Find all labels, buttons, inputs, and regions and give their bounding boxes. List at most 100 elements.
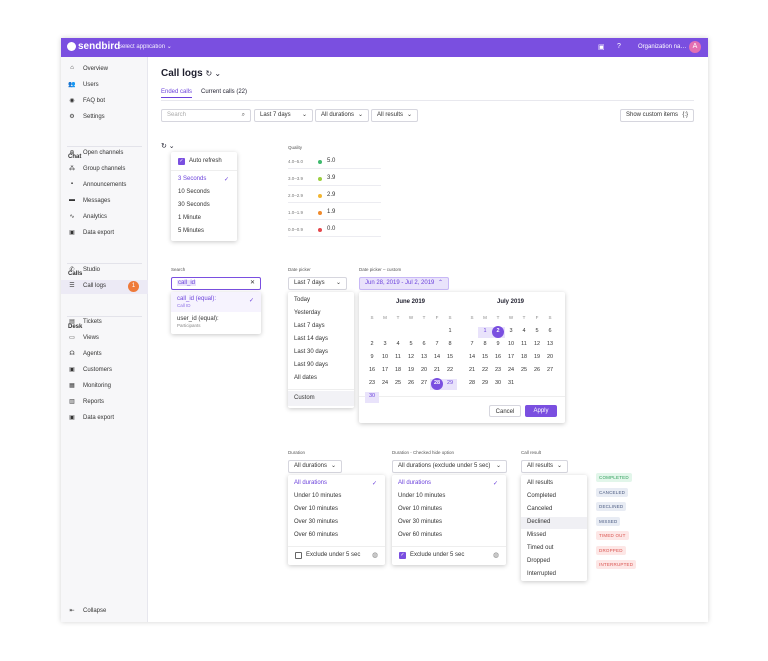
duration-option[interactable]: Over 30 minutes — [398, 519, 443, 525]
refresh-option[interactable]: 5 Minutes — [178, 228, 205, 234]
sidebar-item-monitoring[interactable]: ▦ Monitoring — [61, 380, 148, 394]
calendar-day[interactable]: 4 — [522, 328, 526, 334]
sidebar-item-users[interactable]: 👥 Users — [61, 79, 148, 93]
calendar-day[interactable]: 28 — [468, 380, 476, 386]
search-input[interactable]: Search ⌕ — [161, 109, 251, 122]
tab-ended-calls[interactable]: Ended calls — [161, 89, 193, 98]
organization-name[interactable]: Organization na… — [638, 44, 687, 50]
calendar-day[interactable]: 10 — [507, 341, 515, 347]
help-icon[interactable]: ? — [617, 43, 621, 50]
avatar[interactable]: A — [689, 41, 701, 53]
calendar-day[interactable]: 13 — [420, 354, 428, 360]
calendar-day[interactable]: 27 — [420, 380, 428, 386]
date-option[interactable]: Last 90 days — [294, 362, 329, 368]
duration-option[interactable]: Over 10 minutes — [294, 506, 339, 512]
sidebar-item-group-channels[interactable]: ⁂ Group channels — [61, 163, 148, 177]
duration-option[interactable]: Over 10 minutes — [398, 506, 443, 512]
calendar-day[interactable]: 14 — [468, 354, 476, 360]
calendar-day[interactable]: 10 — [381, 354, 389, 360]
date-option[interactable]: Last 30 days — [294, 349, 329, 355]
sidebar-item-faq-bot[interactable]: ◉ FAQ bot — [61, 95, 148, 109]
calendar-day[interactable]: 29 — [446, 380, 454, 386]
date-option[interactable]: All dates — [294, 375, 318, 381]
sidebar-item-data-export[interactable]: ▣ Data export — [61, 227, 148, 241]
duration-field[interactable]: All durations ⌄ — [288, 460, 342, 473]
result-option[interactable]: Declined — [527, 519, 551, 525]
sidebar-item-views[interactable]: ▭ Views — [61, 332, 148, 346]
calendar-day[interactable]: 25 — [520, 367, 528, 373]
duration-option[interactable]: All durations — [294, 480, 328, 486]
info-icon[interactable]: ◍ — [493, 552, 500, 559]
calendar-day[interactable]: 12 — [407, 354, 415, 360]
sidebar-item-call-logs[interactable]: ☰ Call logs 1 — [61, 280, 148, 294]
duration-option[interactable]: Over 60 minutes — [398, 532, 443, 538]
sidebar-item-settings[interactable]: ⚙ Settings — [61, 111, 148, 125]
calendar-day[interactable]: 8 — [448, 341, 452, 347]
calendar-day[interactable]: 27 — [546, 367, 554, 373]
calendar-day[interactable]: 15 — [481, 354, 489, 360]
sidebar-item-data-export[interactable]: ▣ Data export — [61, 412, 148, 426]
calendar-day[interactable]: 14 — [433, 354, 441, 360]
date-picker-field[interactable]: Last 7 days ⌄ — [288, 277, 347, 290]
date-option[interactable]: Yesterday — [294, 310, 321, 316]
tab-current-calls[interactable]: Current calls (22) — [201, 89, 248, 95]
result-option[interactable]: Completed — [527, 493, 557, 499]
calendar-day[interactable]: 19 — [533, 354, 541, 360]
calendar-day[interactable]: 20 — [420, 367, 428, 373]
calendar-day[interactable]: 16 — [494, 354, 502, 360]
calendar-day[interactable]: 2 — [496, 328, 500, 334]
calendar-day[interactable]: 7 — [470, 341, 474, 347]
suggestion-call-id[interactable]: call_id (equal): — [177, 296, 217, 302]
calendar-day[interactable]: 1 — [483, 328, 487, 334]
sidebar-item-agents[interactable]: ☊ Agents — [61, 348, 148, 362]
calendar-day[interactable]: 25 — [394, 380, 402, 386]
date-range-field[interactable]: Jun 28, 2019 - Jul 2, 2019 ⌃ — [359, 277, 449, 290]
calendar-day[interactable]: 6 — [422, 341, 426, 347]
refresh-option[interactable]: 10 Seconds — [178, 189, 210, 195]
duration-filter[interactable]: All durations ⌄ — [315, 109, 369, 122]
sidebar-item-reports[interactable]: ▥ Reports — [61, 396, 148, 410]
calendar-day[interactable]: 30 — [368, 393, 376, 399]
calendar-day[interactable]: 2 — [370, 341, 374, 347]
result-option[interactable]: Missed — [527, 532, 547, 538]
date-option[interactable]: Custom — [294, 395, 315, 401]
calendar-day[interactable]: 17 — [381, 367, 389, 373]
result-filter[interactable]: All results ⌄ — [371, 109, 418, 122]
calendar-day[interactable]: 28 — [433, 380, 441, 386]
calendar-day[interactable]: 29 — [481, 380, 489, 386]
duration-option[interactable]: All durations — [398, 480, 432, 486]
calendar-day[interactable]: 3 — [383, 341, 387, 347]
date-filter[interactable]: Last 7 days ⌄ — [254, 109, 313, 122]
result-option[interactable]: Dropped — [527, 558, 551, 564]
result-option[interactable]: Canceled — [527, 506, 553, 512]
suggestion-user-id[interactable]: user_id (equal): — [177, 316, 219, 322]
calendar-day[interactable]: 21 — [433, 367, 441, 373]
calendar-day[interactable]: 31 — [507, 380, 515, 386]
refresh-option[interactable]: 1 Minute — [178, 215, 202, 221]
refresh-icon[interactable]: ↻ ⌄ — [205, 69, 222, 78]
calendar-day[interactable]: 24 — [507, 367, 515, 373]
calendar-day[interactable]: 5 — [409, 341, 413, 347]
date-option[interactable]: Last 14 days — [294, 336, 329, 342]
sidebar-item-open-channels[interactable]: ⊕ Open channels — [61, 147, 148, 161]
calendar-day[interactable]: 13 — [546, 341, 554, 347]
sidebar-item-announcements[interactable]: ▪ Announcements — [61, 179, 148, 193]
calendar-day[interactable]: 9 — [370, 354, 374, 360]
apply-button[interactable]: Apply — [525, 405, 557, 417]
sidebar-item-tickets[interactable]: ▤ Tickets — [61, 316, 148, 330]
calendar-icon[interactable]: ▣ — [598, 44, 605, 51]
calendar-day[interactable]: 26 — [407, 380, 415, 386]
calendar-day[interactable]: 21 — [468, 367, 476, 373]
auto-refresh-label[interactable]: Auto refresh — [189, 158, 222, 164]
calendar-day[interactable]: 26 — [533, 367, 541, 373]
calendar-day[interactable]: 6 — [548, 328, 552, 334]
calendar-day[interactable]: 23 — [494, 367, 502, 373]
calendar-day[interactable]: 18 — [394, 367, 402, 373]
duration-option[interactable]: Over 30 minutes — [294, 519, 339, 525]
calendar-day[interactable]: 4 — [396, 341, 400, 347]
calendar-day[interactable]: 23 — [368, 380, 376, 386]
sidebar-item-studio[interactable]: ✆ Studio — [61, 264, 148, 278]
calendar-day[interactable]: 22 — [481, 367, 489, 373]
sidebar-item-messages[interactable]: ▬ Messages — [61, 195, 148, 209]
info-icon[interactable]: ◍ — [372, 552, 379, 559]
